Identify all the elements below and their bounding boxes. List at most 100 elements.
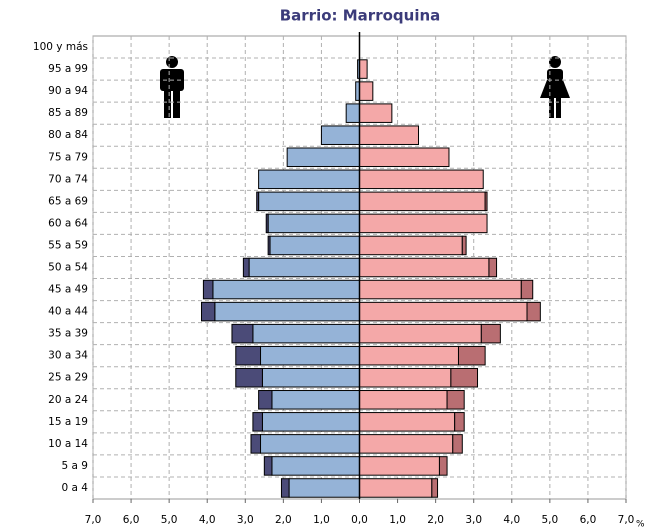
bar-segment [359, 147, 450, 168]
bar-segment [260, 434, 360, 454]
x-tick-label: 3,0 [237, 514, 254, 526]
bar-segment [520, 279, 534, 300]
bar-segment [461, 235, 467, 256]
x-tick-label: 1,0 [389, 514, 406, 526]
y-tick-label: 65 a 69 [48, 195, 88, 207]
bar-segment [260, 345, 360, 366]
bar-segment [359, 191, 486, 212]
bar-segment [359, 345, 459, 366]
y-tick-label: 60 a 64 [48, 217, 88, 229]
bar-segment [359, 103, 393, 123]
bar-segment [271, 456, 360, 476]
y-tick-label: 100 y más [33, 41, 88, 53]
x-tick-label: 7,0 [85, 514, 102, 526]
bar-segment [484, 191, 488, 212]
bar-segment [359, 257, 490, 278]
bar-segment [252, 412, 263, 432]
bar-segment [454, 412, 465, 432]
x-tick-label: 2,0 [275, 514, 292, 526]
x-tick-label: 6,0 [580, 514, 597, 526]
bar-segment [457, 345, 486, 366]
y-tick-label: 10 a 14 [48, 438, 88, 450]
bar-segment [359, 235, 463, 256]
x-tick-label: 4,0 [199, 514, 216, 526]
bar-segment [359, 301, 528, 322]
bar-segment [235, 345, 262, 366]
chart-title: Barrio: Marroquina [280, 7, 441, 25]
bar-segment [359, 81, 374, 101]
bar-segment [235, 367, 263, 388]
y-tick-label: 35 a 39 [48, 328, 88, 340]
y-tick-label: 80 a 84 [48, 129, 88, 141]
bar-segment [359, 169, 484, 190]
male-icon [160, 56, 184, 118]
bar-segment [359, 323, 482, 344]
bar-segment [201, 301, 216, 322]
y-tick-label: 45 a 49 [48, 284, 88, 296]
bar-segment [267, 235, 271, 256]
bar-segment [248, 257, 360, 278]
bar-segment [359, 412, 456, 432]
bar-segment [345, 103, 360, 123]
bar-segment [452, 434, 463, 454]
female-icon [540, 56, 570, 118]
y-tick-label: 0 a 4 [62, 482, 89, 494]
bar-segment [263, 456, 273, 476]
bar-segment [526, 301, 541, 322]
bar-segment [242, 257, 250, 278]
bar-segment [258, 390, 273, 410]
bar-segment [488, 257, 498, 278]
y-tick-label: 5 a 9 [62, 460, 88, 472]
bar-segment [269, 235, 360, 256]
bar-segment [359, 390, 448, 410]
bar-segment [212, 279, 360, 300]
bar-segment [450, 367, 479, 388]
bar-segment [288, 478, 361, 498]
bar-segment [359, 456, 440, 476]
bar-segment [359, 279, 522, 300]
bar-segment [231, 323, 254, 344]
y-tick-label: 20 a 24 [48, 394, 88, 406]
bar-segment [261, 367, 360, 388]
y-tick-label: 55 a 59 [48, 239, 88, 251]
bar-segment [202, 279, 214, 300]
y-tick-label: 85 a 89 [48, 107, 88, 119]
x-tick-label: 4,0 [503, 514, 520, 526]
x-tick-label: 2,0 [427, 514, 444, 526]
y-tick-label: 15 a 19 [48, 416, 88, 428]
x-tick-label: 7,0 [618, 514, 635, 526]
bar-segment [359, 478, 433, 498]
bar-segment [267, 213, 360, 234]
y-tick-label: 95 a 99 [48, 63, 88, 75]
y-tick-label: 75 a 79 [48, 151, 88, 163]
bar-segment [286, 147, 360, 168]
bar-segment [271, 390, 360, 410]
x-tick-label: 3,0 [465, 514, 482, 526]
bar-segment [359, 367, 452, 388]
x-tick-label: 0,0 [351, 514, 368, 526]
x-unit: % [636, 520, 645, 530]
bar-segment [359, 59, 368, 79]
bar-segment [258, 191, 360, 212]
bar-segment [250, 434, 262, 454]
y-tick-label: 90 a 94 [48, 85, 88, 97]
x-tick-label: 1,0 [313, 514, 330, 526]
bar-segment [252, 323, 360, 344]
x-tick-label: 6,0 [123, 514, 140, 526]
bar-segment [359, 434, 454, 454]
bar-segment [446, 390, 465, 410]
bar-segment [480, 323, 501, 344]
bar-segment [431, 478, 439, 498]
bar-segment [261, 412, 360, 432]
x-tick-label: 5,0 [542, 514, 559, 526]
bar-segment [438, 456, 448, 476]
bar-segment [258, 169, 360, 190]
bar-segment [265, 213, 269, 234]
bar-segment [256, 191, 260, 212]
bar-segment [320, 125, 360, 145]
y-tick-label: 70 a 74 [48, 173, 88, 185]
y-tick-label: 50 a 54 [48, 262, 88, 274]
bar-segment [280, 478, 290, 498]
y-tick-label: 30 a 34 [48, 350, 88, 362]
